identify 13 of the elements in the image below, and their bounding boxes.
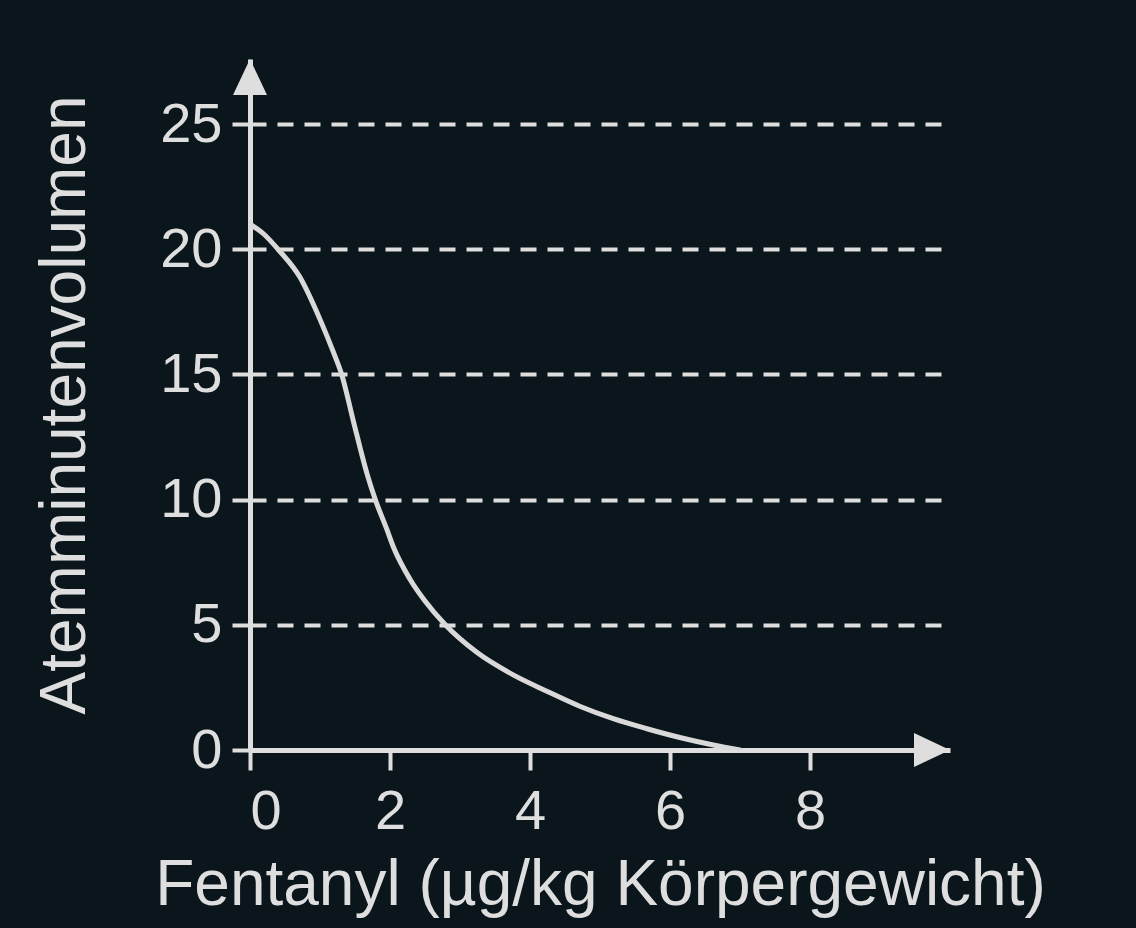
y-tick-label: 10 xyxy=(160,466,223,530)
y-tick-label: 0 xyxy=(191,716,223,780)
y-tick-label: 5 xyxy=(191,591,223,655)
x-tick-label: 6 xyxy=(654,777,687,841)
x-tick-label: 0 xyxy=(250,777,282,841)
y-tick-label: 25 xyxy=(160,90,223,154)
y-tick-label: 15 xyxy=(160,340,223,404)
x-axis-title: Fentanyl (µg/kg Körpergewicht) xyxy=(155,846,1046,919)
x-tick-label: 2 xyxy=(374,777,407,841)
y-tick-label: 20 xyxy=(160,215,223,279)
x-tick-label: 8 xyxy=(794,777,827,841)
x-tick-label: 4 xyxy=(514,777,547,841)
y-axis-title: Atemminutenvolumen xyxy=(27,95,100,715)
